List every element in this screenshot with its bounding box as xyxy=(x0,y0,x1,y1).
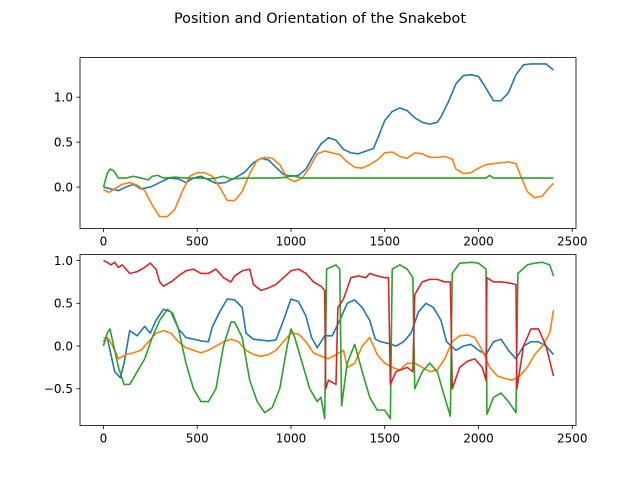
top-x-tick-label: 2000 xyxy=(463,234,494,248)
top-axes-frame xyxy=(79,57,577,229)
bottom-series-line-1 xyxy=(103,310,555,382)
top-y-tick-label: 0.5 xyxy=(54,135,73,149)
bottom-y-tick-label: 0.0 xyxy=(54,339,73,353)
top-y-tick-label: 0.0 xyxy=(54,180,73,194)
bottom-x-tick-label: 0 xyxy=(100,432,108,446)
top-series-line-2 xyxy=(102,168,554,188)
bottom-x-tick-label: 2000 xyxy=(463,432,494,446)
bottom-series-line-3 xyxy=(103,259,555,390)
top-plot-area xyxy=(79,57,577,229)
bottom-y-tick-label: −0.5 xyxy=(44,382,73,396)
top-series-group xyxy=(102,63,555,218)
bottom-axis-ticks: 0 500 1000 1500 2000 2500 −0.5 0.0 0.5 1.0 xyxy=(44,254,588,446)
bottom-y-tick-label: 0.5 xyxy=(54,297,73,311)
top-axis-ticks: 0 500 1000 1500 2000 2500 0.0 0.5 1.0 xyxy=(54,90,588,248)
top-x-tick-label: 0 xyxy=(100,234,108,248)
bottom-subplot: 0 500 1000 1500 2000 2500 −0.5 0.0 0.5 1.0 xyxy=(44,254,588,446)
top-y-tick-label: 1.0 xyxy=(54,90,73,104)
bottom-x-tick-label: 2500 xyxy=(557,432,588,446)
bottom-y-tick-label: 1.0 xyxy=(54,254,73,268)
bottom-x-tick-label: 500 xyxy=(186,432,209,446)
bottom-plot-area xyxy=(79,254,577,426)
top-x-tick-label: 1000 xyxy=(276,234,307,248)
top-x-tick-label: 500 xyxy=(186,234,209,248)
top-x-tick-label: 1500 xyxy=(369,234,400,248)
top-series-line-0 xyxy=(103,63,555,192)
bottom-x-tick-label: 1500 xyxy=(369,432,400,446)
top-subplot: 0 500 1000 1500 2000 2500 0.0 0.5 1.0 xyxy=(54,57,588,248)
bottom-x-tick-label: 1000 xyxy=(276,432,307,446)
bottom-series-line-2 xyxy=(102,261,555,420)
bottom-series-line-0 xyxy=(102,298,555,379)
top-series-line-1 xyxy=(103,150,555,218)
figure-title: Position and Orientation of the Snakebot xyxy=(174,11,466,27)
top-x-tick-label: 2500 xyxy=(557,234,588,248)
bottom-axes-frame xyxy=(79,254,577,426)
bottom-series-group xyxy=(102,259,555,420)
